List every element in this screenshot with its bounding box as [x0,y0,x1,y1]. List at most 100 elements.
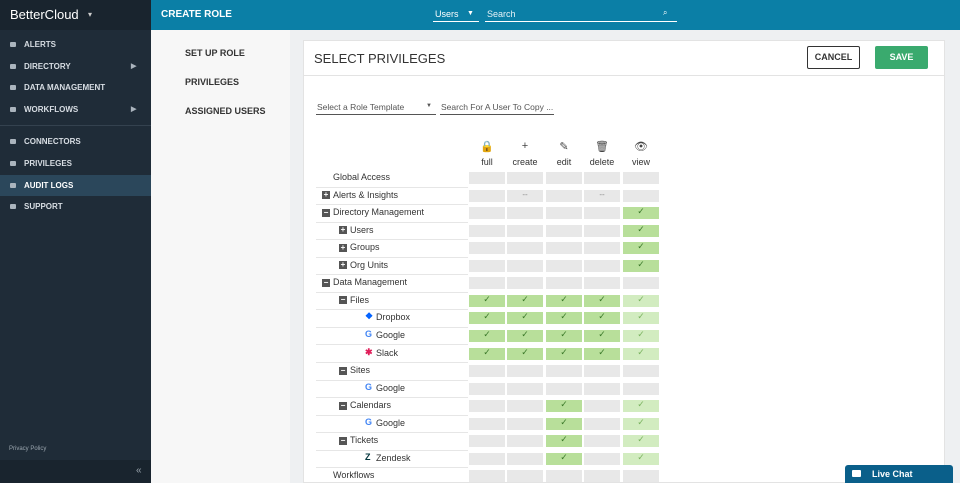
save-button[interactable]: SAVE [875,46,928,69]
privilege-cell[interactable] [623,382,659,395]
subnav-item[interactable]: PRIVILEGES [185,77,240,87]
expand-toggle[interactable]: − [322,207,330,217]
cancel-button[interactable]: CANCEL [807,46,860,69]
privilege-cell[interactable]: ✓ [546,311,582,325]
privilege-cell[interactable] [584,470,620,483]
privilege-cell[interactable] [584,224,620,237]
privilege-cell[interactable] [546,365,582,378]
privilege-cell[interactable] [546,224,582,237]
privilege-cell[interactable]: ✓ [507,294,543,307]
privilege-cell[interactable] [507,365,543,378]
privilege-cell[interactable]: ✓ [584,311,620,325]
expand-toggle[interactable]: + [339,225,347,235]
privilege-cell[interactable] [469,452,505,465]
privilege-cell[interactable] [546,382,582,395]
privilege-cell[interactable]: ✓ [623,399,659,413]
privilege-cell[interactable] [584,417,620,430]
expand-toggle[interactable]: − [339,295,347,305]
privilege-cell[interactable] [584,172,620,184]
subnav-item[interactable]: SET UP ROLE [185,48,245,58]
privilege-cell[interactable]: ✓ [507,347,543,360]
privilege-cell[interactable] [469,435,505,448]
privilege-cell[interactable]: ✓ [546,417,582,430]
privilege-cell[interactable] [584,207,620,220]
expand-toggle[interactable]: − [339,435,347,445]
privilege-cell[interactable] [469,189,505,202]
privilege-cell[interactable] [469,259,505,272]
privilege-cell[interactable]: ✓ [623,347,659,360]
privilege-cell[interactable]: ✓ [469,294,505,307]
nav-item[interactable]: SUPPORT [0,196,151,217]
privacy-link[interactable]: Privacy Policy [9,446,47,452]
privilege-cell[interactable] [507,435,543,448]
privilege-cell[interactable]: -- [507,189,543,202]
privilege-cell[interactable]: ✓ [623,294,659,307]
privilege-cell[interactable] [546,277,582,290]
privilege-cell[interactable] [546,242,582,255]
privilege-cell[interactable]: ✓ [623,241,659,255]
privilege-cell[interactable]: ✓ [623,452,659,465]
privilege-cell[interactable]: ✓ [584,294,620,307]
nav-item[interactable]: CONNECTORS [0,131,151,152]
privilege-cell[interactable] [507,417,543,430]
privilege-cell[interactable]: ✓ [623,224,659,237]
privilege-cell[interactable]: ✓ [469,347,505,360]
privilege-cell[interactable]: -- [584,189,620,202]
privilege-cell[interactable] [469,242,505,255]
privilege-cell[interactable]: ✓ [546,294,582,307]
privilege-cell[interactable]: ✓ [546,434,582,448]
expand-toggle[interactable]: − [322,277,330,287]
privilege-cell[interactable] [469,382,505,395]
privilege-cell[interactable]: ✓ [546,452,582,465]
privilege-cell[interactable]: ✓ [507,329,543,342]
privilege-cell[interactable] [584,365,620,378]
copy-user-input[interactable]: Search For A User To Copy ... [440,100,554,115]
privilege-cell[interactable] [546,259,582,272]
privilege-cell[interactable]: ✓ [623,329,659,342]
privilege-cell[interactable] [507,207,543,220]
privilege-cell[interactable] [546,172,582,184]
privilege-cell[interactable] [507,224,543,237]
privilege-cell[interactable]: ✓ [469,329,505,342]
privilege-cell[interactable] [469,277,505,290]
privilege-cell[interactable] [546,207,582,220]
privilege-cell[interactable] [469,417,505,430]
privilege-cell[interactable] [507,452,543,465]
brand[interactable]: BetterCloud [10,7,79,22]
privilege-cell[interactable]: ✓ [584,329,620,342]
privilege-cell[interactable]: ✓ [546,329,582,342]
privilege-cell[interactable]: ✓ [623,311,659,325]
privilege-cell[interactable] [584,259,620,272]
nav-item[interactable]: ALERTS [0,34,151,55]
privilege-cell[interactable]: ✓ [507,311,543,325]
expand-toggle[interactable]: + [322,190,330,200]
privilege-cell[interactable] [507,172,543,184]
privilege-cell[interactable] [507,470,543,483]
privilege-cell[interactable] [623,172,659,184]
privilege-cell[interactable] [623,189,659,202]
nav-item[interactable]: DIRECTORY ▶ [0,56,151,77]
nav-item[interactable]: PRIVILEGES [0,153,151,174]
privilege-cell[interactable] [584,382,620,395]
expand-toggle[interactable]: − [339,365,347,375]
privilege-cell[interactable] [507,259,543,272]
privilege-cell[interactable] [584,400,620,413]
nav-item[interactable]: AUDIT LOGS [0,175,151,196]
privilege-cell[interactable] [546,189,582,202]
privilege-cell[interactable]: ✓ [584,347,620,360]
expand-toggle[interactable]: − [339,400,347,410]
privilege-cell[interactable] [469,172,505,184]
privilege-cell[interactable]: ✓ [546,347,582,360]
privilege-cell[interactable]: ✓ [623,206,659,220]
privilege-cell[interactable] [507,400,543,413]
privilege-cell[interactable] [546,470,582,483]
privilege-cell[interactable] [469,400,505,413]
privilege-cell[interactable] [584,277,620,290]
privilege-cell[interactable] [623,470,659,483]
privilege-cell[interactable] [469,365,505,378]
privilege-cell[interactable] [584,435,620,448]
privilege-cell[interactable] [469,207,505,220]
nav-item[interactable]: WORKFLOWS ▶ [0,99,151,120]
privilege-cell[interactable]: ✓ [469,311,505,325]
privilege-cell[interactable] [469,470,505,483]
